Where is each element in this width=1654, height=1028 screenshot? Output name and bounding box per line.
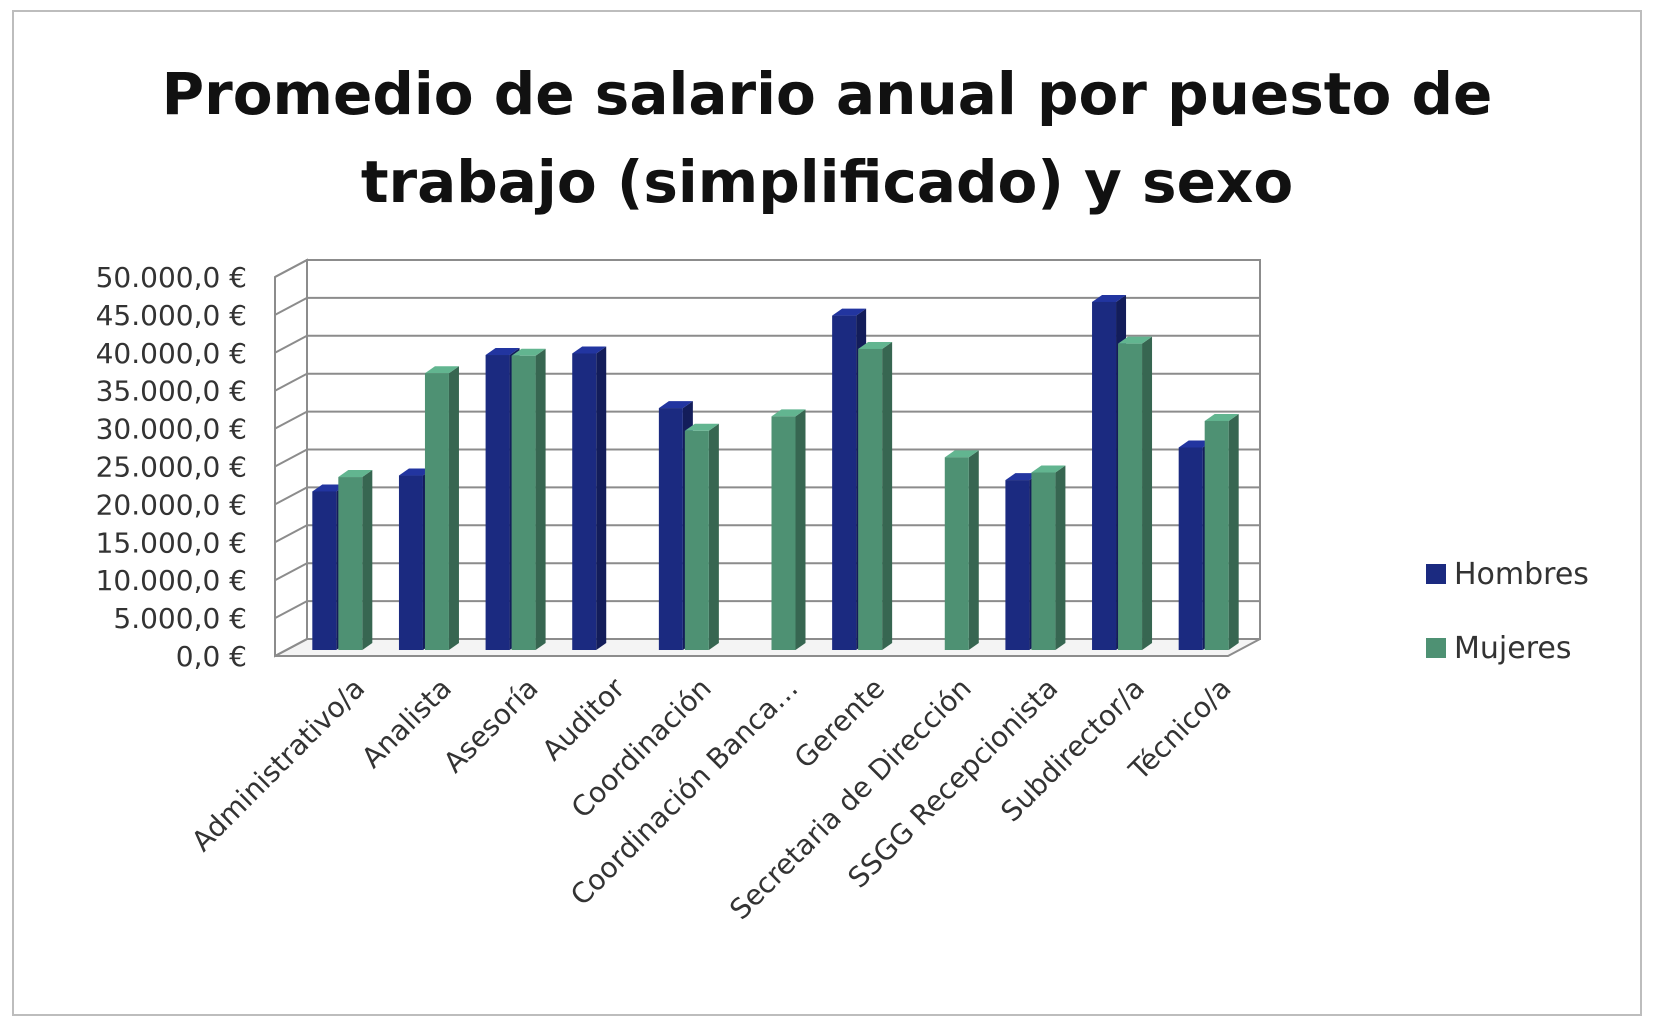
y-tick-label: 5.000,0 €: [113, 602, 247, 635]
gridlines: [274, 259, 1260, 657]
legend-label-hombres: Hombres: [1454, 557, 1589, 592]
gridline: [274, 296, 1260, 316]
bars: [312, 294, 1239, 650]
gridline: [274, 600, 1260, 619]
legend-label-mujeres: Mujeres: [1454, 631, 1571, 666]
y-tick-label: 15.000,0 €: [96, 526, 247, 559]
gridline: [274, 562, 1260, 582]
bar-mujeres: [424, 366, 459, 650]
gridline: [274, 372, 1260, 392]
y-tick-label: 50.000,0 €: [96, 261, 247, 294]
bar-hombres: [572, 346, 607, 650]
y-tick-label: 30.000,0 €: [96, 413, 247, 446]
bar-mujeres: [1204, 413, 1239, 650]
gridline: [274, 486, 1260, 506]
y-tick-label: 25.000,0 €: [96, 451, 247, 484]
gridline: [274, 334, 1260, 354]
y-tick-label: 40.000,0 €: [96, 337, 247, 370]
bar-mujeres: [858, 341, 893, 650]
gridline: [274, 259, 1260, 278]
y-tick-label: 35.000,0 €: [96, 375, 247, 408]
bar-mujeres: [1031, 465, 1066, 650]
x-tick-label: Asesoría: [437, 672, 545, 780]
chart-title-line-2: trabajo (simplificado) y sexo: [360, 148, 1294, 216]
legend-swatch-mujeres: [1426, 638, 1446, 658]
y-tick-label: 45.000,0 €: [96, 299, 247, 332]
bar-mujeres: [771, 409, 806, 650]
bar-mujeres: [338, 470, 373, 650]
bar-mujeres: [511, 348, 546, 650]
gridline: [274, 410, 1260, 430]
legend-swatch-hombres: [1426, 564, 1446, 584]
bar-mujeres: [684, 423, 719, 650]
chart-title-line-1: Promedio de salario anual por puesto de: [161, 60, 1493, 128]
y-tick-label: 0,0 €: [176, 640, 247, 673]
gridline: [274, 638, 1260, 657]
y-tick-label: 20.000,0 €: [96, 488, 247, 521]
bar-mujeres: [1118, 336, 1153, 650]
gridline: [274, 524, 1260, 544]
y-tick-label: 10.000,0 €: [96, 564, 247, 597]
gridline: [274, 448, 1260, 468]
chart-title: Promedio de salario anual por puesto de …: [0, 50, 1654, 226]
bar-mujeres: [944, 450, 979, 650]
legend: Hombres Mujeres: [1426, 557, 1589, 666]
x-axis-labels: Administrativo/aAnalistaAsesoríaAuditorC…: [185, 671, 1238, 926]
x-tick-label: Administrativo/a: [185, 672, 371, 858]
y-axis-ticks: 0,0 € 5.000,0 € 10.000,0 € 15.000,0 € 20.000…: [96, 261, 247, 673]
